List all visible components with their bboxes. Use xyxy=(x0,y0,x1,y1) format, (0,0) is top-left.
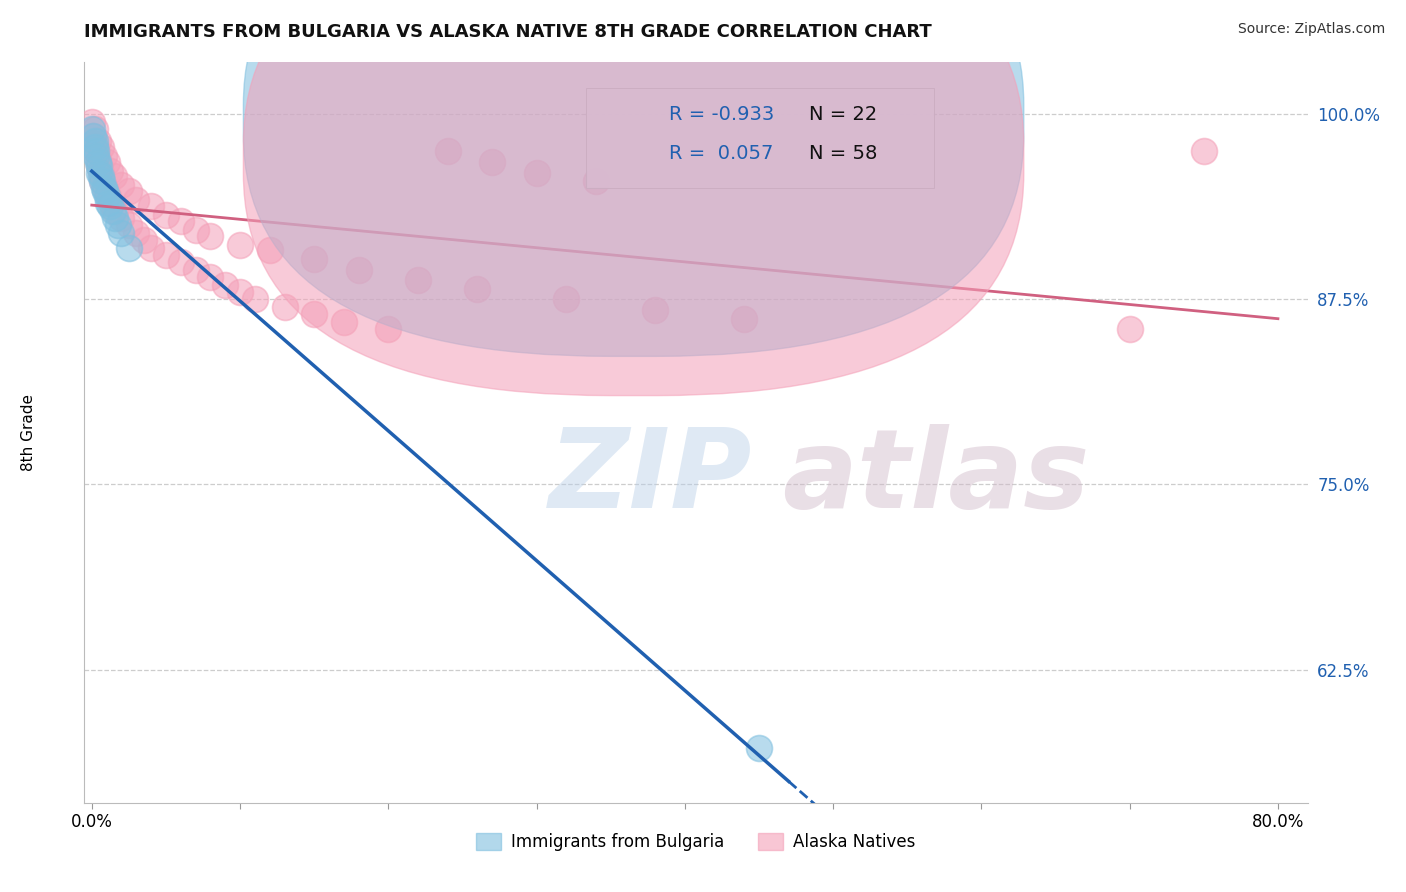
Point xyxy=(155,248,177,262)
FancyBboxPatch shape xyxy=(586,88,935,188)
Point xyxy=(91,174,114,188)
Y-axis label: 8th Grade: 8th Grade xyxy=(21,394,37,471)
Point xyxy=(86,134,108,148)
Point xyxy=(83,140,105,154)
Point xyxy=(585,174,607,188)
Point xyxy=(96,154,118,169)
Point xyxy=(465,282,488,296)
Point xyxy=(259,244,281,258)
Point xyxy=(139,199,162,213)
Point xyxy=(1192,145,1215,159)
Text: R =  0.057: R = 0.057 xyxy=(669,144,773,163)
Point xyxy=(83,134,105,148)
Point xyxy=(333,314,356,328)
Point xyxy=(94,184,117,198)
Point xyxy=(97,196,120,211)
Point xyxy=(733,311,755,326)
Point xyxy=(229,237,252,252)
Text: ZIP: ZIP xyxy=(550,424,752,531)
Point xyxy=(101,203,124,218)
Point xyxy=(229,285,252,299)
Point xyxy=(170,255,193,269)
Text: Source: ZipAtlas.com: Source: ZipAtlas.com xyxy=(1237,22,1385,37)
Point xyxy=(96,188,118,202)
Point xyxy=(98,199,121,213)
Point xyxy=(104,203,127,218)
Point xyxy=(347,262,370,277)
Point xyxy=(302,307,325,321)
Point xyxy=(526,166,548,180)
Point xyxy=(273,300,295,314)
Point xyxy=(98,163,121,178)
Point xyxy=(125,226,148,240)
Point xyxy=(89,159,111,173)
Point xyxy=(91,174,114,188)
Point xyxy=(436,145,458,159)
Point xyxy=(200,228,222,243)
Point xyxy=(94,181,117,195)
Point xyxy=(214,277,236,292)
Point xyxy=(97,188,120,202)
Point xyxy=(84,149,107,163)
Point xyxy=(1118,322,1140,336)
Point xyxy=(84,145,107,159)
FancyBboxPatch shape xyxy=(243,0,1024,357)
Point xyxy=(118,184,141,198)
Point xyxy=(80,122,103,136)
Point xyxy=(110,226,132,240)
Point xyxy=(302,252,325,267)
Point xyxy=(118,219,141,233)
Point xyxy=(110,178,132,193)
Point xyxy=(110,211,132,225)
Point xyxy=(170,214,193,228)
Point xyxy=(406,273,429,287)
Point xyxy=(103,169,125,184)
Point xyxy=(200,270,222,285)
Point xyxy=(89,166,111,180)
Point xyxy=(93,181,115,195)
Point xyxy=(82,129,104,144)
Point xyxy=(139,240,162,254)
Point xyxy=(132,233,155,247)
Text: R = -0.933: R = -0.933 xyxy=(669,104,775,124)
FancyBboxPatch shape xyxy=(243,0,1024,395)
Point xyxy=(83,122,105,136)
Point xyxy=(377,322,399,336)
Point xyxy=(184,262,207,277)
Point xyxy=(155,208,177,222)
Point xyxy=(80,114,103,128)
Point xyxy=(243,293,266,307)
Text: N = 58: N = 58 xyxy=(808,144,877,163)
Point xyxy=(184,223,207,237)
Point xyxy=(100,196,122,211)
Point xyxy=(118,240,141,254)
Point xyxy=(90,169,112,184)
Point xyxy=(125,193,148,207)
Text: IMMIGRANTS FROM BULGARIA VS ALASKA NATIVE 8TH GRADE CORRELATION CHART: IMMIGRANTS FROM BULGARIA VS ALASKA NATIV… xyxy=(84,23,932,41)
Text: N = 22: N = 22 xyxy=(808,104,877,124)
Text: atlas: atlas xyxy=(782,424,1090,531)
Point xyxy=(93,149,115,163)
Point xyxy=(90,140,112,154)
Point xyxy=(644,302,666,317)
Legend: Immigrants from Bulgaria, Alaska Natives: Immigrants from Bulgaria, Alaska Natives xyxy=(470,826,922,857)
Point xyxy=(86,152,108,166)
Point xyxy=(84,145,107,159)
Point xyxy=(104,211,127,225)
Point xyxy=(90,166,112,180)
Point xyxy=(83,136,105,151)
Point xyxy=(89,159,111,173)
Point xyxy=(107,219,129,233)
Point xyxy=(555,293,578,307)
Point xyxy=(86,154,108,169)
Point xyxy=(481,154,503,169)
Point xyxy=(748,741,770,756)
Point xyxy=(82,129,104,144)
